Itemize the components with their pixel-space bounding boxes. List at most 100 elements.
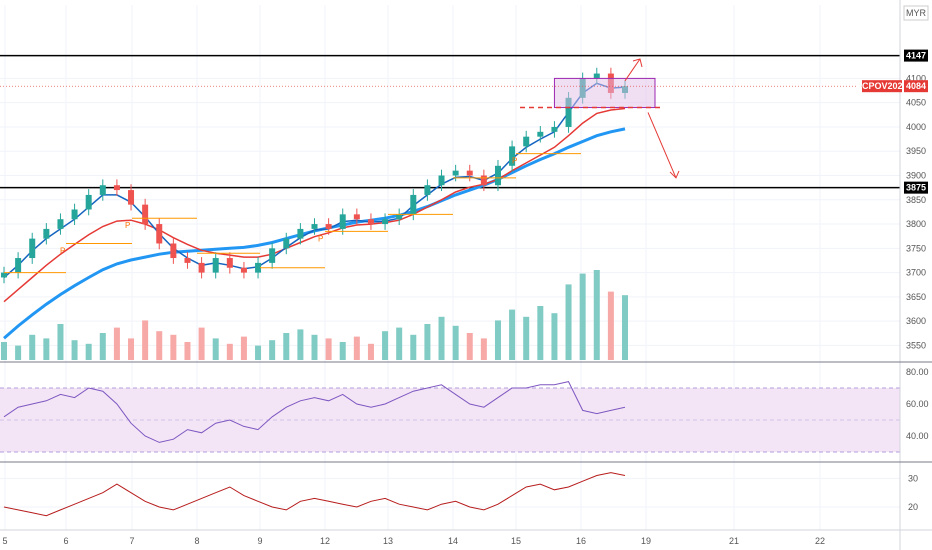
consolidation-box	[553, 77, 656, 109]
candle-body	[156, 224, 163, 244]
candle-body	[43, 228, 50, 239]
candle-body	[99, 185, 106, 195]
candle-body	[297, 228, 304, 239]
candle-body	[269, 248, 276, 263]
candle-body	[184, 258, 191, 263]
candle-body	[240, 267, 247, 273]
y-tick-label: 3800	[906, 219, 926, 229]
volume-bar	[184, 342, 191, 360]
volume-bar	[382, 331, 389, 360]
rsi-tick-label: 80.00	[906, 367, 929, 377]
candle-body	[565, 97, 572, 127]
lower-tick-label: 30	[908, 473, 918, 483]
candle-body	[480, 175, 487, 186]
currency-label: MYR	[906, 8, 927, 18]
volume-bar	[509, 309, 516, 360]
candle-body	[523, 136, 530, 147]
candle-body	[226, 258, 233, 268]
symbol-tag: FCPOV2021	[856, 81, 907, 91]
candle-body	[57, 219, 64, 229]
volume-bar	[85, 343, 92, 360]
x-tick-label: 16	[576, 536, 586, 546]
pivot-marker: P	[318, 234, 323, 243]
volume-bar	[339, 342, 346, 360]
y-tick-label: 3700	[906, 268, 926, 278]
volume-bar	[480, 338, 487, 360]
volume-bar	[551, 313, 558, 360]
volume-bar	[579, 273, 586, 360]
x-tick-label: 5	[2, 536, 7, 546]
candle-body	[128, 190, 135, 205]
x-tick-label: 22	[815, 536, 825, 546]
pivot-marker: P	[512, 157, 517, 166]
candle-body	[593, 73, 600, 79]
level-tag-lower: 3875	[904, 181, 928, 194]
grid-layer	[0, 5, 900, 530]
volume-bar	[128, 338, 135, 360]
volume-bar	[537, 306, 544, 360]
volume-bar	[424, 324, 431, 360]
volume-bar	[523, 316, 530, 360]
candle-body	[311, 224, 318, 229]
lower-indicator-line	[3, 472, 626, 517]
volume-bar	[43, 338, 50, 360]
symbol-price-tag: FCPOV2021 4084	[856, 80, 928, 93]
pivot-marker: P	[60, 246, 65, 255]
volume-bar	[142, 320, 149, 360]
ma-mid-line	[3, 107, 626, 303]
rsi-tick-label: 40.00	[906, 431, 929, 441]
candle-body	[1, 272, 7, 278]
volume-bar	[240, 336, 247, 360]
volume-bar	[212, 338, 219, 360]
candle-body	[29, 238, 36, 259]
lower-indicator-panel	[0, 472, 900, 517]
volume-bar	[438, 316, 445, 360]
volume-bar	[283, 333, 290, 360]
volume-bar	[156, 331, 163, 360]
candle-body	[396, 214, 403, 220]
candle-body	[353, 214, 360, 220]
volume-bars	[1, 270, 628, 360]
arrow-down-scenario	[647, 112, 677, 179]
y-tick-label: 3850	[906, 195, 926, 205]
candle-body	[71, 209, 78, 220]
rsi-panel	[0, 381, 900, 453]
level-tag-upper: 4147	[904, 49, 928, 62]
candle-body	[452, 170, 459, 176]
volume-bar	[466, 333, 473, 360]
candle-body	[494, 165, 501, 186]
candle-body	[198, 262, 205, 273]
candle-body	[424, 185, 431, 195]
last-price-tag: 4084	[906, 81, 926, 91]
x-tick-label: 14	[448, 536, 458, 546]
price-panel: P P P P	[0, 54, 900, 340]
volume-bar	[99, 333, 106, 360]
arrow-up-scenario	[624, 58, 641, 82]
volume-bar	[269, 340, 276, 360]
candle-body	[85, 194, 92, 210]
level-label-lower: 3875	[906, 183, 926, 193]
volume-bar	[57, 324, 64, 360]
x-tick-label: 21	[729, 536, 739, 546]
volume-bar	[396, 327, 403, 360]
y-tick-label: 4100	[906, 73, 926, 83]
candle-body	[438, 175, 445, 186]
volume-bar	[170, 334, 177, 360]
volume-bar	[622, 295, 628, 360]
candle-body	[142, 204, 149, 225]
level-label-upper: 4147	[906, 51, 926, 61]
candle-body	[283, 238, 290, 249]
currency-box[interactable]	[903, 5, 929, 21]
volume-bar	[353, 336, 360, 360]
lower-tick-label: 20	[908, 502, 918, 512]
x-tick-label: 15	[511, 536, 521, 546]
y-tick-label: 3750	[906, 243, 926, 253]
arrow-up-head	[632, 58, 643, 68]
volume-bar	[255, 345, 262, 360]
candle-body	[339, 214, 346, 229]
x-tick-label: 6	[63, 536, 68, 546]
candle-body	[367, 219, 374, 225]
